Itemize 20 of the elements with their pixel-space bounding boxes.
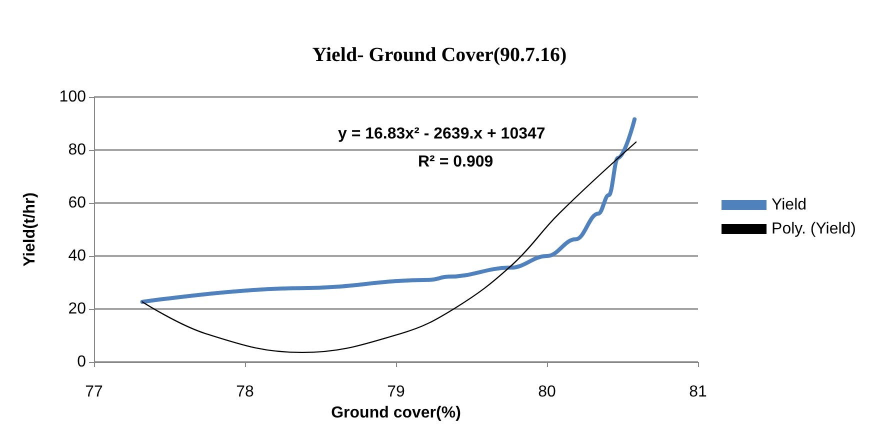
y-tick-label: 100	[59, 88, 86, 106]
y-tick-label: 80	[68, 142, 86, 158]
x-tick-label: 77	[85, 384, 103, 400]
y-tick-label: 40	[68, 248, 86, 264]
y-tick-label: 0	[77, 354, 86, 370]
y-axis-title: Yield(t/hr)	[22, 192, 38, 267]
y-tick-label: 20	[68, 300, 86, 318]
line-series	[142, 141, 637, 354]
annotation: R² = 0.909	[418, 154, 494, 170]
line-series	[140, 117, 637, 304]
x-axis-title: Ground cover(%)	[331, 404, 461, 422]
annotation: y = 16.83x² - 2639.x + 10347	[338, 126, 546, 142]
x-tick-label: 81	[689, 384, 707, 400]
x-tick-label: 80	[538, 384, 556, 400]
x-tick-label: 79	[387, 384, 405, 400]
y-tick-label: 60	[68, 194, 86, 212]
x-tick-label: 78	[236, 384, 254, 400]
legend-label: Yield	[772, 196, 807, 214]
chart-title: Yield- Ground Cover(90.7.16)	[312, 44, 567, 66]
legend-label: Poly. (Yield)	[772, 220, 856, 238]
